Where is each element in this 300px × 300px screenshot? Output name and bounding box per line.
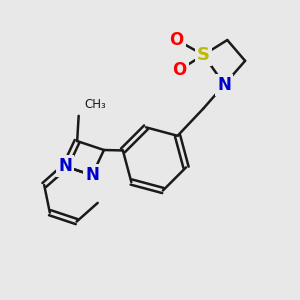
Text: CH₃: CH₃ [84,98,106,111]
Text: N: N [85,166,99,184]
Text: S: S [197,46,210,64]
Text: O: O [172,61,187,79]
Text: O: O [169,31,184,49]
Text: N: N [218,76,231,94]
Text: N: N [58,157,72,175]
